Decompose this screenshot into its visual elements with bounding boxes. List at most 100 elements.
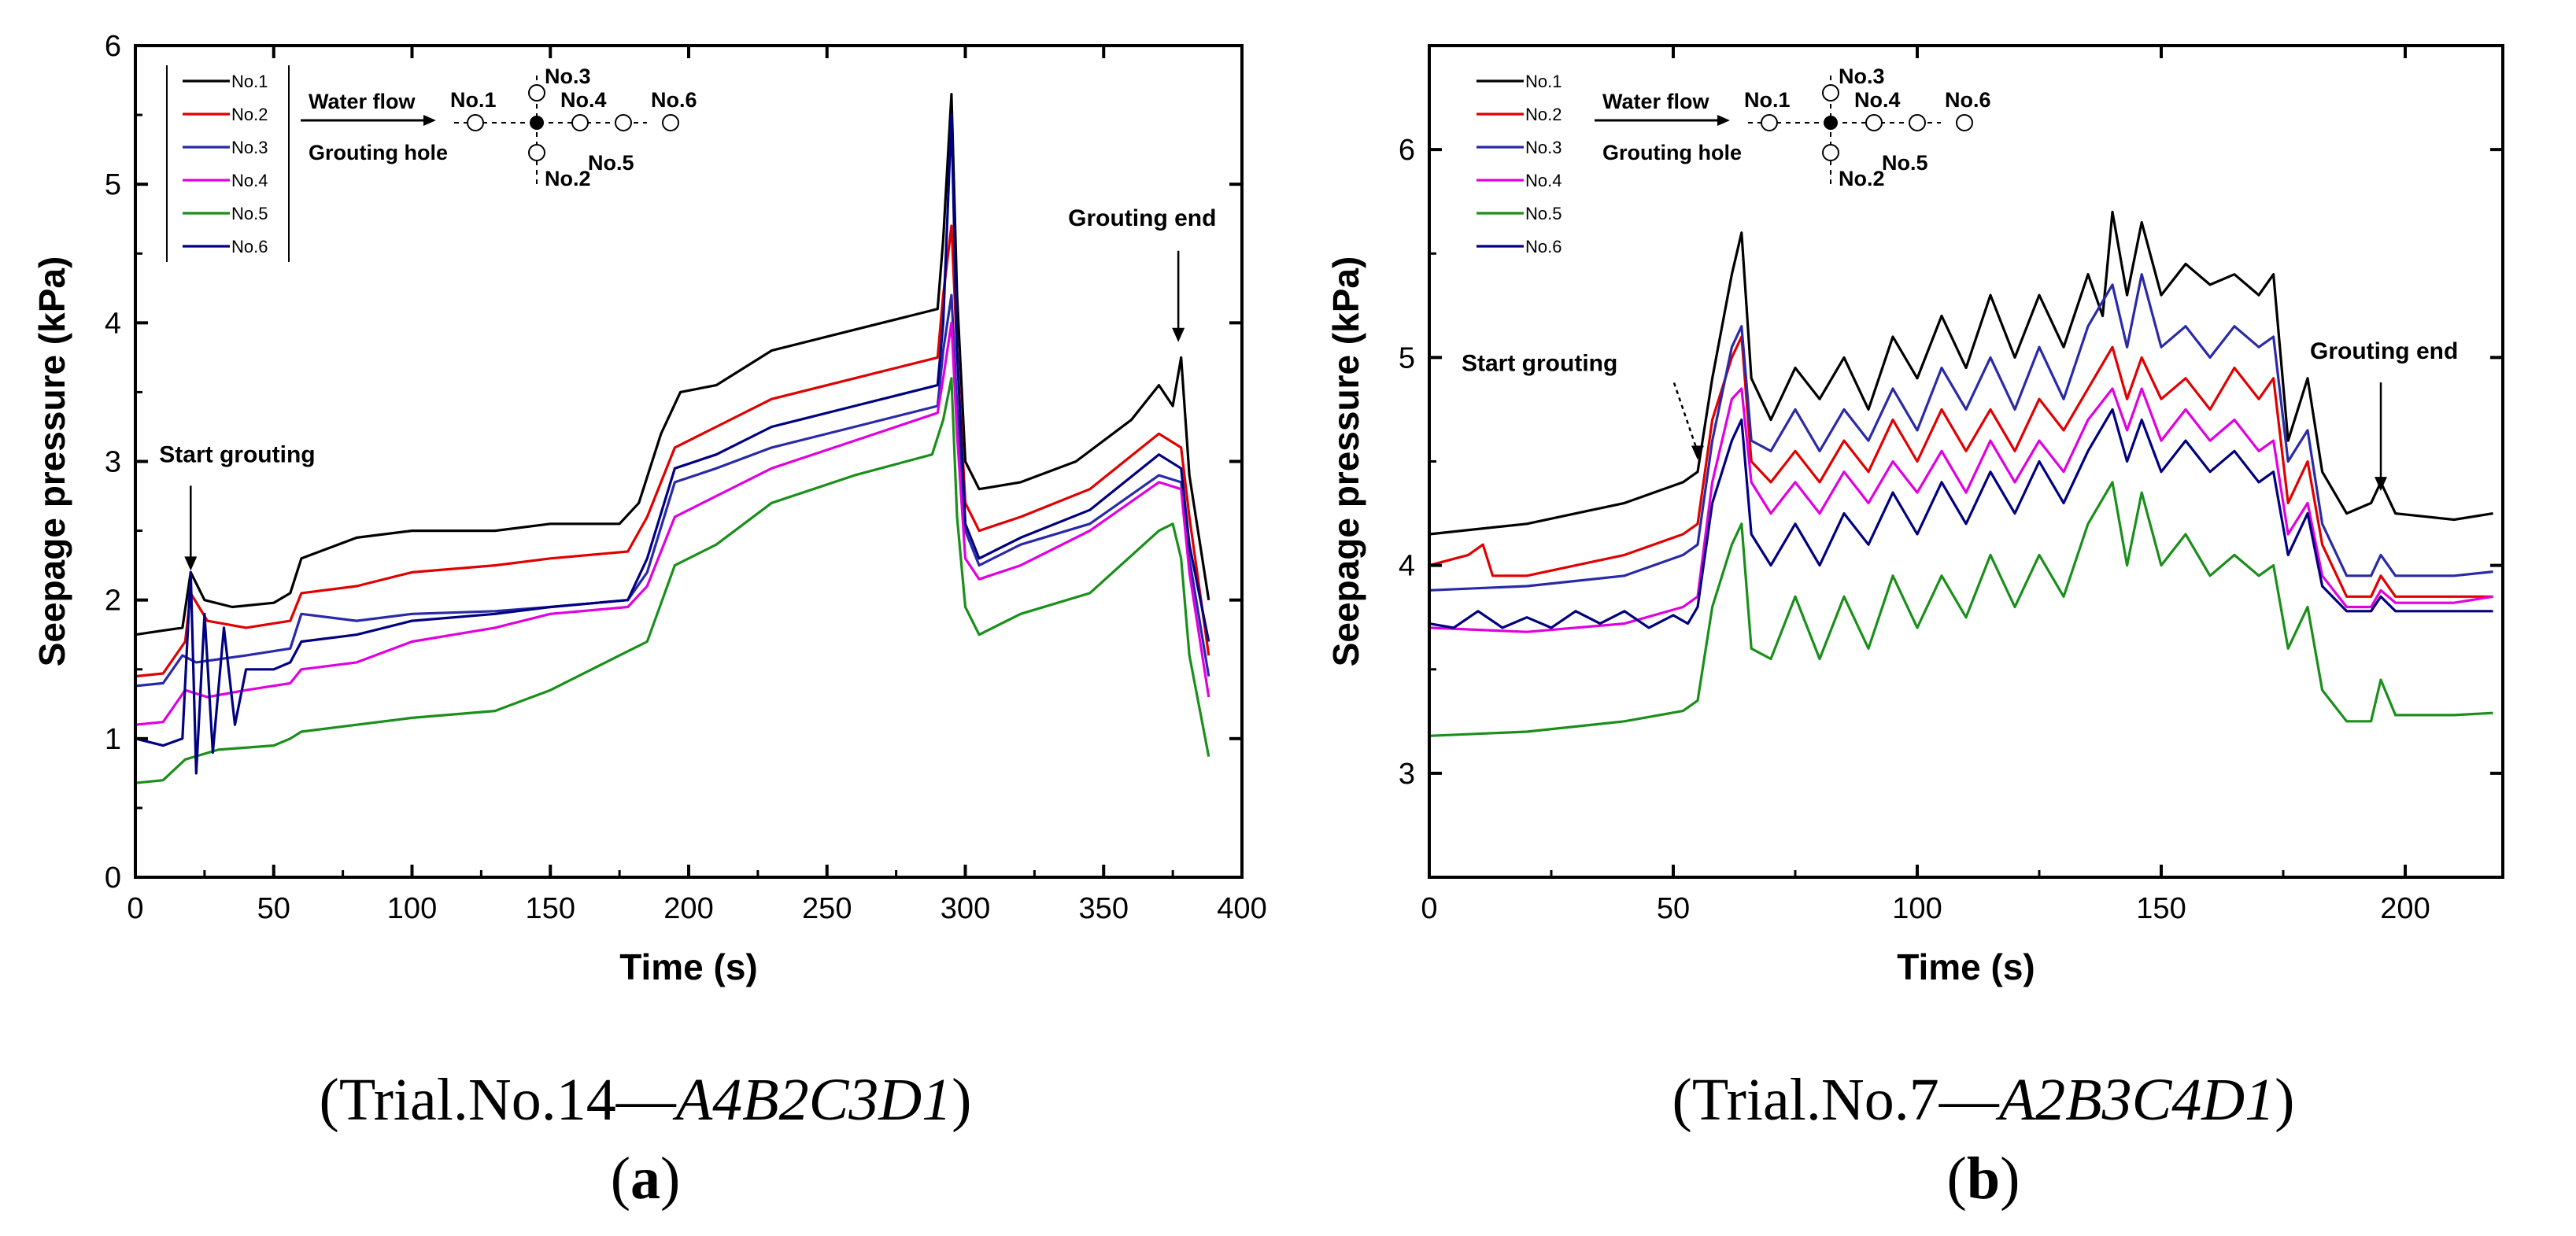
chart-b-annotation-arrow-head <box>2375 477 2387 492</box>
chart-b-inset-sensor-label: No.2 <box>1839 167 1885 190</box>
caption-a-trial: (Trial.No.14 <box>319 1067 616 1133</box>
chart-a-x-tick-label: 400 <box>1217 892 1266 925</box>
chart-a-legend-label-no6: No.6 <box>231 237 268 256</box>
chart-b-inset-sensor-marker <box>1865 114 1883 131</box>
chart-b-series-line-no3 <box>1428 273 2493 592</box>
chart-b-inset-sensor-label: No.1 <box>1744 88 1791 112</box>
chart-a-x-tick-label: 350 <box>1079 892 1129 925</box>
chart-panel-a: 0 50 100 150 200 250 300 350 400 0 1 2 3 4 5 6 Time (s) S… <box>31 30 1267 987</box>
chart-b-inset-sensor-marker <box>1956 114 1973 131</box>
chart-a-y-axis-title: Seepage pressure (kPa) <box>31 256 72 667</box>
chart-b-y-axis-title: Seepage pressure (kPa) <box>1325 256 1366 667</box>
chart-a-annotation-grouting-end: Grouting end <box>1068 205 1216 231</box>
chart-b-legend-label-no6: No.6 <box>1525 237 1561 256</box>
chart-b-legend-label-no4: No.4 <box>1525 171 1561 190</box>
chart-a-inset-sensor-marker <box>615 114 632 131</box>
chart-a-inset-sensor-marker <box>571 114 589 131</box>
chart-a-inset-sensor-label: No.6 <box>651 88 697 112</box>
chart-b-inset-grouting-hole-marker <box>1824 116 1838 130</box>
chart-a-x-tick-label: 100 <box>387 892 437 925</box>
chart-b-inset-sensor-marker <box>1822 84 1839 101</box>
chart-a-series-line-no4 <box>135 321 1210 726</box>
chart-b-annotation-arrow-line <box>1672 382 1699 452</box>
chart-a-x-tick-label: 200 <box>663 892 713 925</box>
chart-b-series-line-no1 <box>1428 210 2493 536</box>
chart-a-inset-sensor-label: No.5 <box>588 151 634 175</box>
chart-b-inset-sensor-marker <box>1909 114 1926 131</box>
caption-b-code: A2B3C4D1 <box>1998 1067 2275 1133</box>
chart-b-legend-label-no2: No.2 <box>1525 105 1561 124</box>
chart-a-inset-sensor-label: No.1 <box>450 88 497 112</box>
caption-b-letter: (b) <box>1946 1146 2020 1212</box>
chart-b-annotation-start-grouting: Start grouting <box>1462 351 1617 377</box>
chart-a-legend-label-no2: No.2 <box>231 105 268 124</box>
chart-b-inset-arrow-head <box>1717 115 1730 126</box>
chart-b-y-tick-label: 4 <box>1399 550 1415 583</box>
chart-a-y-tick-label: 0 <box>105 862 121 895</box>
chart-b-inset-grouting-hole: Grouting hole <box>1602 141 1742 164</box>
caption-b-letter-text: b <box>1966 1146 2001 1212</box>
chart-a-x-tick-label: 0 <box>127 892 143 925</box>
chart-b-series-line-no6 <box>1428 408 2493 629</box>
chart-b-y-tick-label: 5 <box>1399 341 1415 374</box>
chart-b-legend-label-no5: No.5 <box>1525 204 1561 223</box>
chart-b-x-tick-label: 50 <box>1657 892 1690 925</box>
chart-b-plot-frame <box>1428 44 2504 879</box>
chart-a-legend-label-no1: No.1 <box>231 72 268 91</box>
chart-b-x-tick-label: 150 <box>2136 892 2186 925</box>
caption-a-letter: (a) <box>610 1146 681 1212</box>
chart-b-series-line-no4 <box>1428 387 2493 633</box>
chart-a-series-line-no5 <box>135 377 1210 784</box>
chart-a-annotation-start-grouting: Start grouting <box>159 441 315 467</box>
chart-a-annotation-arrow-head <box>1172 327 1185 342</box>
caption-a: (Trial.No.14—A4B2C3D1) <box>134 1066 1157 1135</box>
chart-b-series-line-no5 <box>1428 481 2493 737</box>
chart-b-x-tick-label: 200 <box>2380 892 2430 925</box>
chart-a-series-line-no6 <box>135 113 1210 775</box>
chart-a-inset-sensor-marker <box>528 84 545 101</box>
chart-panel-b: 0 50 100 150 200 3 4 5 6 Time (s) Seepage pressure… <box>1325 44 2504 987</box>
chart-a-inset-sensor-marker <box>662 114 679 131</box>
chart-b-y-tick-label: 3 <box>1399 758 1415 791</box>
chart-b-y-tick-label: 6 <box>1399 134 1415 167</box>
chart-a-legend-label-no3: No.3 <box>231 138 268 157</box>
chart-a-annotation-arrow-head <box>184 556 198 571</box>
caption-b-close: ) <box>2275 1067 2295 1133</box>
chart-b-annotation-arrow-head <box>1691 445 1704 460</box>
chart-a-inset-grouting-hole: Grouting hole <box>309 141 448 164</box>
chart-b-inset-sensor-marker <box>1822 144 1839 161</box>
caption-b-trial: (Trial.No.7 <box>1672 1067 1939 1133</box>
chart-a-series-line-no3 <box>135 293 1210 688</box>
chart-b-inset-sensor-label: No.6 <box>1945 88 1991 112</box>
chart-a-x-tick-label: 300 <box>941 892 990 925</box>
chart-b-legend-label-no1: No.1 <box>1525 72 1561 91</box>
chart-a-inset-arrow-head <box>423 115 436 126</box>
chart-a-y-tick-label: 3 <box>105 446 121 479</box>
chart-b-inset-sensor-label: No.4 <box>1854 88 1901 112</box>
chart-a-inset-sensor-marker <box>528 144 545 161</box>
chart-a-legend-label-no4: No.4 <box>231 171 268 190</box>
chart-b-series-line-no2 <box>1428 335 2493 598</box>
chart-a-inset-water-flow: Water flow <box>309 90 416 113</box>
chart-a-x-tick-label: 50 <box>257 892 290 925</box>
chart-a-inset-sensor-label: No.2 <box>545 167 591 190</box>
chart-a-y-tick-label: 2 <box>105 585 121 618</box>
chart-a-x-tick-label: 150 <box>526 892 575 925</box>
caption-a-code: A4B2C3D1 <box>675 1067 952 1133</box>
chart-b-x-axis-title: Time (s) <box>1897 946 2035 987</box>
chart-b-x-tick-label: 0 <box>1421 892 1437 925</box>
chart-a-x-axis-title: Time (s) <box>619 946 758 987</box>
chart-a-inset-grouting-hole-marker <box>530 116 544 130</box>
chart-a-inset-sensor-marker <box>467 114 484 131</box>
chart-b-inset-water-flow: Water flow <box>1602 90 1709 113</box>
caption-b-dash: — <box>1938 1067 1999 1133</box>
chart-a-y-tick-label: 4 <box>105 307 121 340</box>
chart-a-legend-label-no5: No.5 <box>231 204 268 223</box>
caption-a-letter-text: a <box>630 1146 660 1212</box>
chart-a-y-tick-label: 6 <box>105 30 121 63</box>
chart-a-series-line-no1 <box>135 93 1210 636</box>
chart-a-inset-sensor-label: No.4 <box>560 88 607 112</box>
chart-a-y-tick-label: 1 <box>105 723 121 756</box>
chart-a-inset-sensor-label: No.3 <box>545 65 591 88</box>
